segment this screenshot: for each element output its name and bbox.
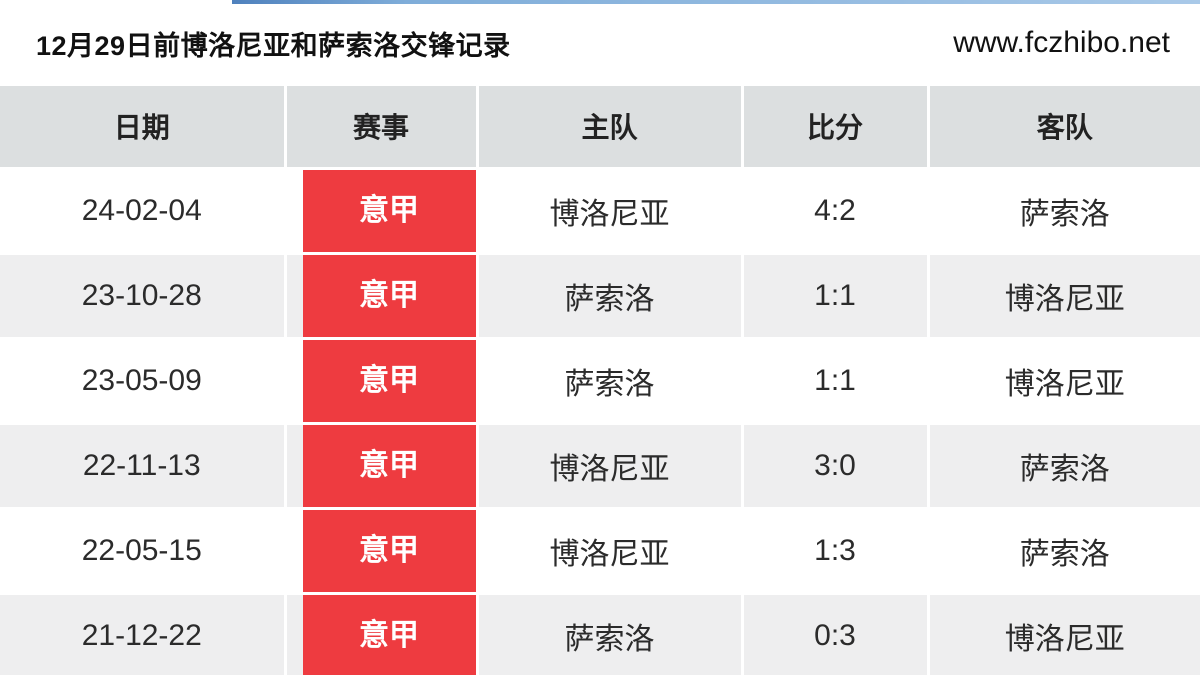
title-bar: 12月29日前博洛尼亚和萨索洛交锋记录 www.fczhibo.net xyxy=(0,0,1200,86)
col-header-competition: 赛事 xyxy=(285,86,479,170)
match-score: 0:3 xyxy=(742,593,930,675)
match-score: 1:1 xyxy=(742,338,930,425)
away-team: 博洛尼亚 xyxy=(928,253,1200,340)
away-team: 萨索洛 xyxy=(928,508,1200,595)
col-header-away: 客队 xyxy=(928,86,1200,170)
competition-badge: 意甲 xyxy=(302,169,474,250)
competition-cell: 意甲 xyxy=(285,338,479,425)
competition-cell: 意甲 xyxy=(285,168,479,255)
home-team: 萨索洛 xyxy=(477,253,744,340)
home-team: 萨索洛 xyxy=(477,593,744,675)
site-url: www.fczhibo.net xyxy=(953,26,1170,59)
table-row: 22-11-13 意甲 博洛尼亚 3:0 萨索洛 xyxy=(0,423,1200,510)
competition-cell: 意甲 xyxy=(285,508,479,595)
col-header-home: 主队 xyxy=(477,86,744,170)
match-date: 24-02-04 xyxy=(0,168,287,255)
home-team: 博洛尼亚 xyxy=(477,423,744,510)
away-team: 博洛尼亚 xyxy=(928,593,1200,675)
competition-cell: 意甲 xyxy=(285,253,479,340)
competition-cell: 意甲 xyxy=(285,593,479,675)
table-row: 21-12-22 意甲 萨索洛 0:3 博洛尼亚 xyxy=(0,593,1200,675)
home-team: 萨索洛 xyxy=(477,338,744,425)
match-score: 4:2 xyxy=(742,168,930,255)
match-score: 1:1 xyxy=(742,253,930,340)
away-team: 萨索洛 xyxy=(928,423,1200,510)
competition-cell: 意甲 xyxy=(285,423,479,510)
competition-badge: 意甲 xyxy=(302,424,474,505)
competition-badge: 意甲 xyxy=(302,339,474,420)
home-team: 博洛尼亚 xyxy=(477,508,744,595)
away-team: 博洛尼亚 xyxy=(928,338,1200,425)
h2h-table: 日期 赛事 主队 比分 客队 24-02-04 意甲 博洛尼亚 4:2 萨索洛 … xyxy=(0,86,1200,675)
away-team: 萨索洛 xyxy=(928,168,1200,255)
match-date: 23-10-28 xyxy=(0,253,287,340)
table-row: 23-05-09 意甲 萨索洛 1:1 博洛尼亚 xyxy=(0,338,1200,425)
page-title: 12月29日前博洛尼亚和萨索洛交锋记录 xyxy=(36,30,511,61)
match-date: 23-05-09 xyxy=(0,338,287,425)
table-header-row: 日期 赛事 主队 比分 客队 xyxy=(0,86,1200,170)
competition-badge: 意甲 xyxy=(302,594,474,675)
table-row: 23-10-28 意甲 萨索洛 1:1 博洛尼亚 xyxy=(0,253,1200,340)
table-row: 22-05-15 意甲 博洛尼亚 1:3 萨索洛 xyxy=(0,508,1200,595)
competition-badge: 意甲 xyxy=(302,254,474,335)
match-date: 22-05-15 xyxy=(0,508,287,595)
col-header-score: 比分 xyxy=(742,86,930,170)
match-date: 21-12-22 xyxy=(0,593,287,675)
match-date: 22-11-13 xyxy=(0,423,287,510)
table-row: 24-02-04 意甲 博洛尼亚 4:2 萨索洛 xyxy=(0,168,1200,255)
top-border-line xyxy=(232,0,1200,4)
match-score: 3:0 xyxy=(742,423,930,510)
home-team: 博洛尼亚 xyxy=(477,168,744,255)
col-header-date: 日期 xyxy=(0,86,287,170)
competition-badge: 意甲 xyxy=(302,509,474,590)
match-score: 1:3 xyxy=(742,508,930,595)
